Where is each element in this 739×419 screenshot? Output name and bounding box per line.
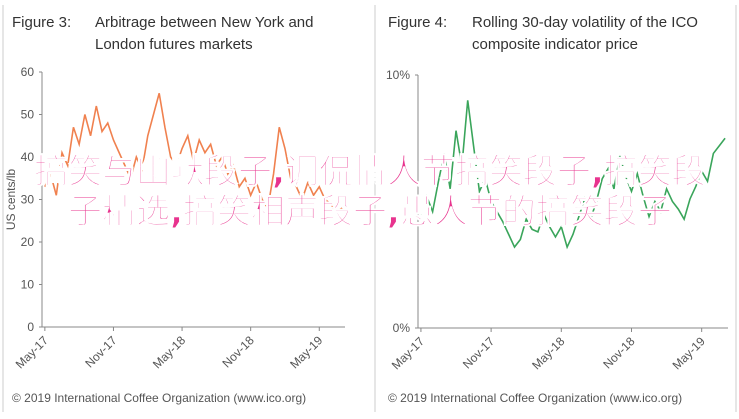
y-tick-label: 50 bbox=[21, 108, 35, 122]
y-tick-label: 60 bbox=[21, 65, 35, 79]
y-tick-label: 40 bbox=[21, 150, 35, 164]
x-tick-label: Nov-18 bbox=[220, 333, 257, 370]
x-tick-label: Nov-18 bbox=[600, 334, 637, 371]
chart-title: Arbitrage between New York and London fu… bbox=[95, 14, 314, 53]
y-tick-label: 10 bbox=[21, 278, 35, 292]
x-tick-label: May-18 bbox=[529, 334, 567, 372]
figure-label: Figure 4: bbox=[388, 14, 448, 31]
y-tick-label: 0% bbox=[393, 321, 411, 335]
overlay-text: 搞笑与幽默段子,调侃情人节搞笑段子,搞笑段子精选,搞笑相声段子,愚人节的搞笑段子 bbox=[34, 152, 707, 233]
figure-label: Figure 3: bbox=[12, 14, 72, 31]
x-tick-label: May-17 bbox=[389, 334, 427, 372]
data-line bbox=[420, 100, 726, 250]
x-tick-label: May-18 bbox=[150, 333, 188, 371]
y-axis-label: US cents/lb bbox=[4, 168, 18, 230]
y-tick-label: 10% bbox=[386, 68, 410, 82]
x-tick-label: Nov-17 bbox=[82, 333, 119, 370]
x-tick-label: May-19 bbox=[287, 333, 325, 371]
x-tick-label: May-19 bbox=[670, 334, 708, 372]
y-tick-label: 30 bbox=[21, 193, 35, 207]
source-note: © 2019 International Coffee Organization… bbox=[388, 391, 682, 405]
source-note: © 2019 International Coffee Organization… bbox=[12, 391, 306, 405]
y-tick-label: 0 bbox=[27, 320, 34, 334]
x-tick-label: May-17 bbox=[13, 333, 51, 371]
x-tick-label: Nov-17 bbox=[460, 334, 497, 371]
chart-title: Rolling 30-day volatility of the ICO com… bbox=[472, 14, 698, 53]
y-tick-label: 20 bbox=[21, 235, 35, 249]
data-line bbox=[44, 93, 343, 214]
